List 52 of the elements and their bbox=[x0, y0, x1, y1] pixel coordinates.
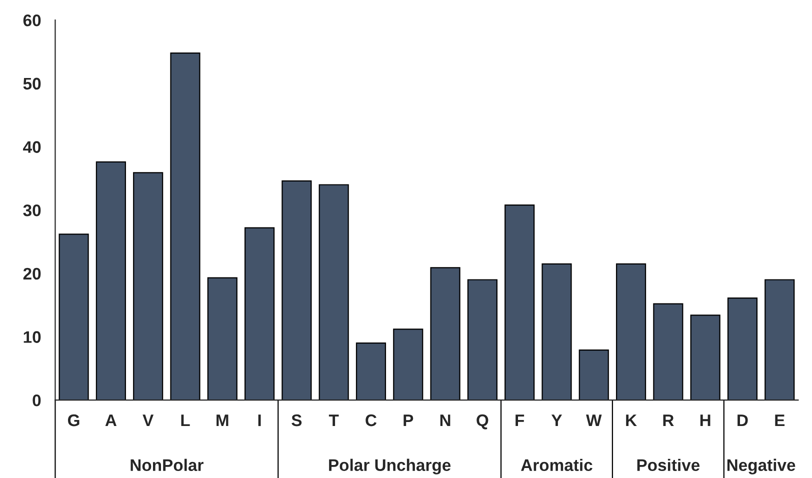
bar bbox=[58, 234, 89, 400]
bar bbox=[653, 303, 684, 400]
x-tick-label: D bbox=[738, 414, 748, 426]
x-tick-label: Y bbox=[551, 414, 562, 426]
bar bbox=[207, 277, 238, 400]
x-tick-label: G bbox=[68, 414, 80, 426]
bar bbox=[356, 342, 386, 400]
x-tick-label: F bbox=[516, 414, 524, 426]
bar bbox=[542, 263, 572, 400]
y-tick-label: 50 bbox=[23, 78, 41, 90]
bar bbox=[133, 172, 164, 400]
bar bbox=[504, 204, 535, 400]
bar bbox=[578, 349, 609, 400]
x-tick-label: W bbox=[586, 414, 602, 426]
bar bbox=[170, 52, 200, 400]
x-tick-label: R bbox=[663, 414, 674, 426]
x-tick-label: H bbox=[700, 414, 710, 426]
bar bbox=[393, 328, 424, 400]
y-tick-label: 40 bbox=[23, 141, 41, 153]
x-tick-label: Q bbox=[476, 414, 488, 430]
y-tick-label: 30 bbox=[23, 204, 41, 216]
bar bbox=[430, 267, 460, 400]
x-tick-label: I bbox=[258, 414, 261, 426]
bar bbox=[727, 298, 758, 400]
text: NonPolar bbox=[130, 458, 204, 472]
x-tick-label: P bbox=[404, 414, 414, 426]
y-tick-label: 20 bbox=[23, 268, 41, 280]
bar bbox=[690, 314, 720, 400]
y-tick-label: 0 bbox=[32, 394, 41, 406]
x-tick-label: N bbox=[440, 414, 450, 426]
text: Polar Uncharge bbox=[329, 458, 451, 474]
text: Negative bbox=[727, 458, 796, 474]
bar bbox=[282, 180, 312, 400]
bar bbox=[244, 227, 275, 400]
x-tick-label: C bbox=[366, 414, 377, 426]
y-tick-label: 60 bbox=[23, 14, 41, 26]
x-tick-label: L bbox=[181, 414, 190, 426]
bar bbox=[96, 161, 126, 400]
x-tick-label: S bbox=[292, 414, 302, 426]
x-tick-label: M bbox=[216, 414, 228, 426]
x-tick-label: A bbox=[105, 414, 117, 426]
text: Aromatic bbox=[521, 458, 592, 472]
bar bbox=[318, 184, 349, 400]
x-tick-label: V bbox=[142, 414, 154, 426]
x-tick-label: T bbox=[328, 414, 339, 426]
bar bbox=[764, 279, 795, 400]
bar bbox=[616, 263, 646, 400]
x-tick-label: K bbox=[626, 414, 637, 426]
bar bbox=[467, 279, 498, 400]
text: Positive bbox=[637, 458, 700, 472]
y-tick-label: 10 bbox=[24, 331, 41, 343]
x-tick-label: E bbox=[775, 414, 785, 426]
